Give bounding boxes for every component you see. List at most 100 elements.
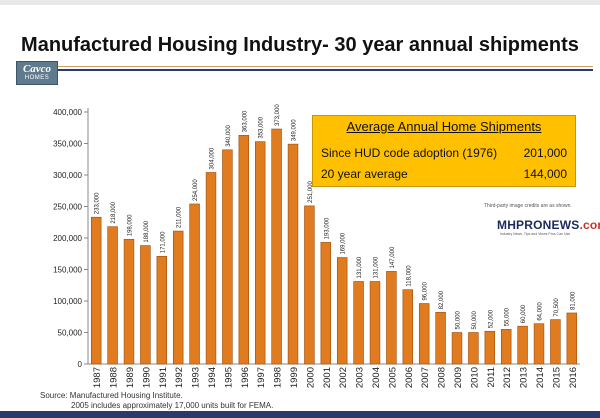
bottom-bar — [0, 411, 600, 418]
data-label: 363,000 — [242, 110, 248, 132]
y-tick-label: 300,000 — [53, 171, 82, 180]
x-tick-label: 1998 — [273, 367, 284, 388]
summary-label: 20 year average — [321, 167, 408, 181]
data-label: 131,000 — [374, 256, 380, 278]
x-tick-label: 2014 — [535, 367, 546, 388]
x-tick-label: 1988 — [109, 367, 120, 388]
logo-sub: HOMES — [24, 75, 50, 81]
mhpronews-name: MHPRONEWS — [497, 218, 580, 232]
bar — [484, 330, 496, 365]
x-tick-label: 1991 — [158, 367, 169, 388]
title-rule-navy — [58, 69, 593, 71]
x-tick-label: 2003 — [355, 367, 366, 388]
x-tick-label: 2013 — [519, 367, 530, 388]
data-label: 131,000 — [357, 256, 363, 278]
source-note: Source: Manufactured Housing Institute. … — [40, 391, 273, 411]
bar — [238, 135, 250, 365]
page-title: Manufactured Housing Industry- 30 year a… — [21, 34, 579, 56]
data-label: 198,000 — [128, 214, 134, 236]
y-tick-label: 200,000 — [53, 234, 82, 243]
bar — [156, 255, 168, 365]
x-tick-label: 2016 — [568, 367, 579, 388]
bar — [222, 149, 233, 365]
bar — [304, 205, 315, 365]
bar — [254, 141, 266, 365]
x-tick-label: 1993 — [191, 367, 202, 388]
bar — [189, 203, 200, 365]
summary-value: 201,000 — [523, 146, 567, 160]
logo-brand: Cavco — [22, 63, 52, 75]
bar — [566, 312, 578, 365]
x-tick-label: 1994 — [207, 367, 218, 388]
x-tick-label: 2004 — [371, 367, 382, 388]
summary-label: Since HUD code adoption (1976) — [321, 146, 498, 160]
y-tick-label: 50,000 — [58, 329, 83, 338]
y-tick-label: 150,000 — [53, 266, 82, 275]
top-stripe — [0, 0, 600, 5]
data-label: 169,000 — [341, 232, 347, 254]
y-tick-label: 350,000 — [53, 140, 82, 149]
x-tick-label: 1999 — [289, 367, 300, 388]
x-tick-label: 2011 — [486, 367, 497, 387]
cavco-logo: Cavco HOMES — [16, 61, 58, 85]
x-tick-label: 2008 — [437, 367, 448, 388]
bar — [336, 257, 348, 365]
data-label: 193,000 — [324, 217, 330, 239]
bar — [353, 281, 364, 365]
y-tick-label: 100,000 — [53, 297, 82, 306]
x-tick-label: 1992 — [174, 367, 185, 388]
data-label: 218,000 — [111, 201, 117, 223]
mhpronews-tagline: Industry News, Tips and Views Pros Can U… — [499, 232, 571, 236]
data-label: 81,000 — [570, 291, 576, 310]
bar — [287, 143, 299, 365]
x-tick-label: 2005 — [387, 367, 398, 388]
y-tick-label: 0 — [78, 360, 83, 369]
x-tick-label: 1990 — [141, 367, 152, 388]
x-tick-label: 2001 — [322, 367, 333, 388]
data-label: 50,000 — [456, 310, 462, 329]
data-label: 353,000 — [259, 116, 265, 138]
y-tick-label: 250,000 — [53, 203, 82, 212]
bar — [533, 323, 545, 365]
bar — [451, 332, 463, 365]
data-label: 254,000 — [193, 179, 199, 201]
bar — [435, 312, 446, 365]
data-label: 60,000 — [521, 304, 527, 323]
mhpronews-logo: MHPRONEWS.com Industry News, Tips and Vi… — [497, 216, 600, 240]
data-label: 55,000 — [505, 307, 511, 326]
data-label: 188,000 — [144, 220, 150, 242]
data-label: 233,000 — [95, 192, 101, 214]
bar — [500, 329, 512, 365]
data-label: 251,000 — [308, 181, 314, 203]
data-label: 147,000 — [390, 246, 396, 268]
summary-title: Average Annual Home Shipments — [346, 119, 542, 134]
bar — [402, 289, 414, 365]
data-label: 171,000 — [160, 231, 166, 253]
bar — [418, 303, 430, 365]
x-tick-label: 2015 — [551, 367, 562, 388]
source-line: 2005 includes approximately 17,000 units… — [71, 401, 274, 410]
data-label: 70,500 — [554, 298, 560, 317]
x-tick-label: 1987 — [92, 367, 103, 388]
bar — [517, 325, 528, 365]
data-label: 211,000 — [177, 206, 183, 228]
data-label: 52,000 — [488, 309, 494, 328]
summary-value: 144,000 — [523, 167, 567, 181]
bar — [90, 216, 102, 365]
source-line: Source: Manufactured Housing Institute. — [40, 391, 183, 400]
title-rule-orange — [58, 66, 593, 67]
data-label: 82,000 — [439, 290, 445, 309]
bar — [320, 242, 332, 365]
bar — [205, 172, 217, 365]
bar — [172, 230, 184, 365]
x-tick-label: 1997 — [256, 367, 267, 388]
x-tick-label: 1996 — [240, 367, 251, 388]
x-tick-label: 2007 — [420, 367, 431, 388]
x-tick-label: 2002 — [338, 367, 349, 388]
data-label: 304,000 — [210, 147, 216, 169]
bar — [468, 332, 479, 365]
x-tick-label: 2006 — [404, 367, 415, 388]
mhpronews-dot: .com — [579, 218, 600, 232]
